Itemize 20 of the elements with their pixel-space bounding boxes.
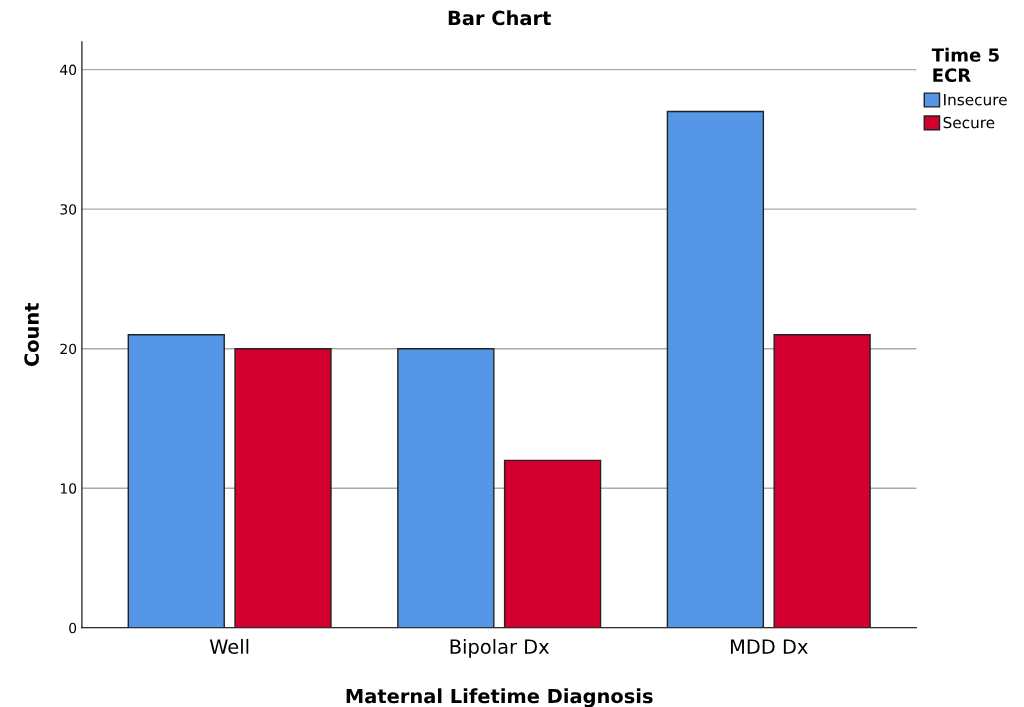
legend-title: Time 5 ECR — [931, 47, 999, 83]
x-axis-title: Maternal Lifetime Diagnosis — [346, 688, 653, 707]
legend-label: Insecure — [944, 94, 1007, 106]
bar — [397, 348, 495, 628]
y-axis-title: Count — [24, 302, 39, 367]
chart-title: Bar Chart — [448, 10, 551, 26]
x-tick-label: Bipolar Dx — [450, 638, 550, 658]
y-tick-label: 30 — [60, 204, 77, 215]
y-tick-label: 0 — [69, 622, 77, 634]
bar — [773, 334, 871, 628]
bar — [503, 459, 602, 628]
x-tick-label: Well — [209, 638, 249, 654]
x-tick-label: MDD Dx — [730, 639, 808, 654]
y-tick-label: 20 — [60, 343, 77, 355]
y-tick-label: 10 — [60, 483, 77, 494]
y-tick-label: 40 — [60, 64, 77, 76]
bar — [234, 348, 332, 628]
bar — [127, 334, 225, 628]
bar — [666, 110, 765, 628]
legend-label: Secure — [943, 116, 995, 129]
